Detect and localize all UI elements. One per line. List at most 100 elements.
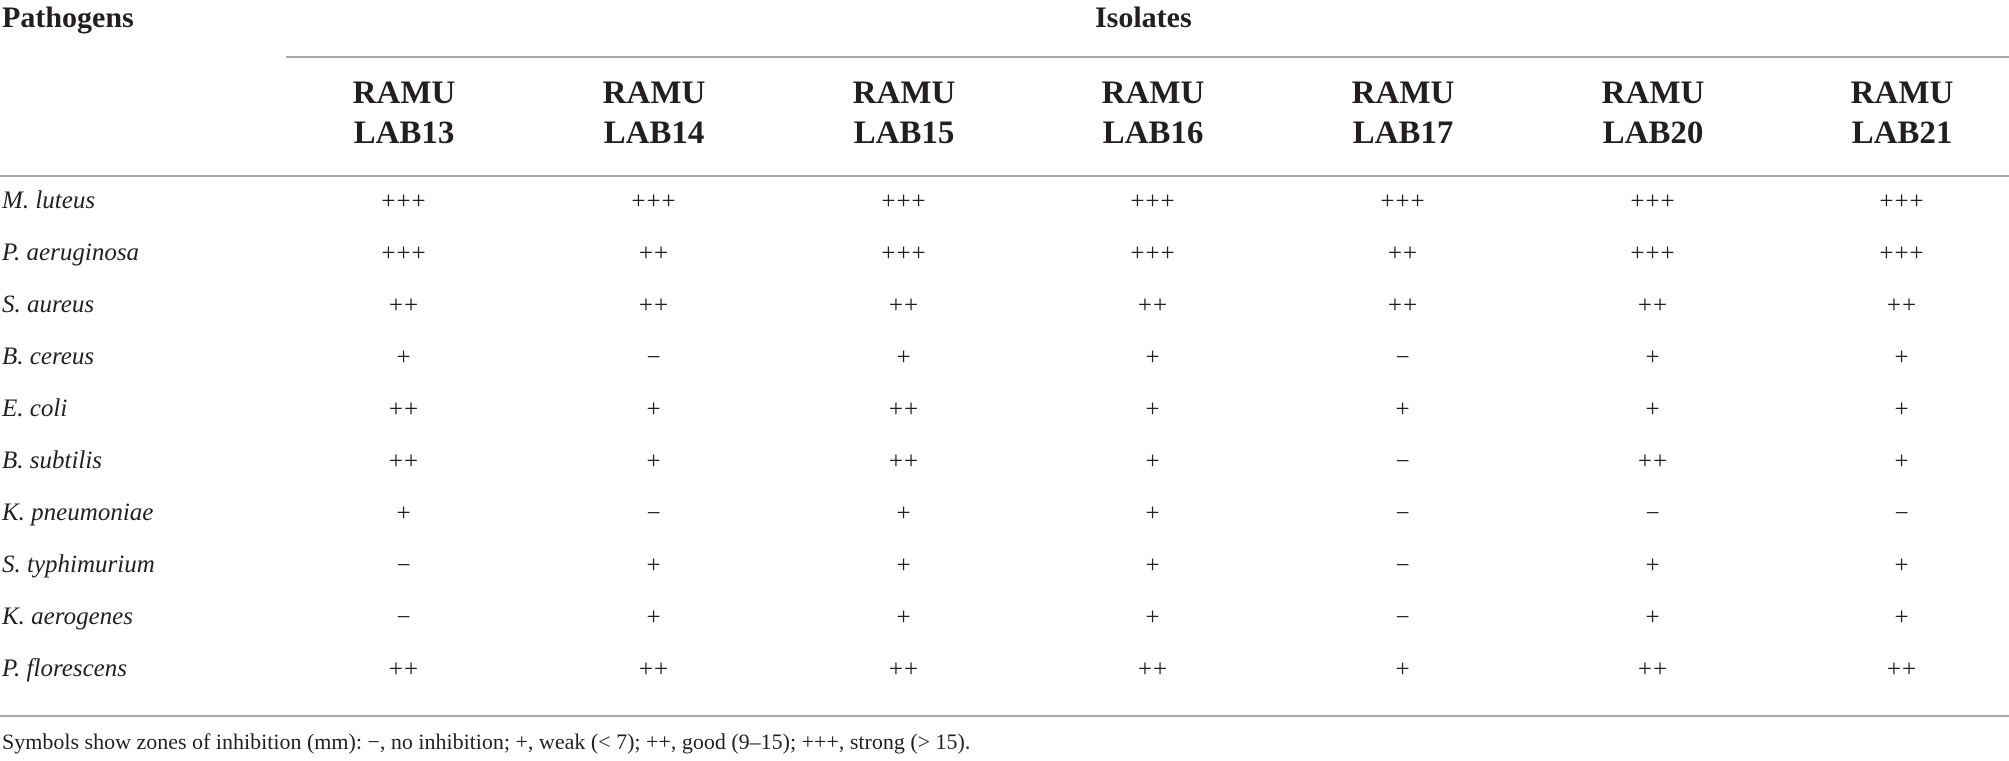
inhibition-cell: ++ <box>638 240 670 267</box>
column-header-line2: LAB21 <box>1851 115 1953 151</box>
pathogens-header: Pathogens <box>2 1 134 34</box>
inhibition-cell: ++ <box>888 396 920 423</box>
inhibition-cell: ++ <box>388 396 420 423</box>
column-header-line1: RAMU <box>1601 75 1705 111</box>
inhibition-cell: +++ <box>381 240 427 267</box>
column-header: RAMU LAB20 <box>1543 73 1763 153</box>
inhibition-cell: +++ <box>1630 188 1676 215</box>
inhibition-cell: + <box>646 552 662 579</box>
column-header-line1: RAMU <box>602 75 706 111</box>
column-header-line1: RAMU <box>352 75 456 111</box>
inhibition-cell: ++ <box>1137 656 1169 683</box>
inhibition-cell: ++ <box>1637 448 1669 475</box>
column-header: RAMU LAB13 <box>294 73 514 153</box>
inhibition-cell: − <box>1645 500 1661 527</box>
inhibition-cell: ++ <box>888 448 920 475</box>
inhibition-cell: + <box>1894 396 1910 423</box>
inhibition-cell: − <box>396 552 412 579</box>
inhibition-cell: + <box>396 344 412 371</box>
inhibition-cell: + <box>1894 552 1910 579</box>
table-row: P. florescens ++ ++ ++ ++ + ++ ++ <box>0 648 2009 700</box>
column-header: RAMU LAB16 <box>1043 73 1263 153</box>
inhibition-cell: + <box>896 552 912 579</box>
table-row: S. typhimurium − + + + − + + <box>0 544 2009 596</box>
inhibition-cell: ++ <box>1637 656 1669 683</box>
column-header-line2: LAB17 <box>1352 115 1454 151</box>
table-row: K. aerogenes − + + + − + + <box>0 596 2009 648</box>
inhibition-cell: +++ <box>1380 188 1426 215</box>
inhibition-cell: − <box>1395 448 1411 475</box>
inhibition-cell: +++ <box>1630 240 1676 267</box>
inhibition-cell: +++ <box>1130 188 1176 215</box>
table-row: M. luteus +++ +++ +++ +++ +++ +++ +++ <box>0 180 2009 232</box>
pathogen-name: M. luteus <box>2 187 96 214</box>
inhibition-cell: ++ <box>888 292 920 319</box>
inhibition-cell: + <box>1145 396 1161 423</box>
pathogen-name: B. subtilis <box>2 447 103 474</box>
inhibition-cell: ++ <box>1387 240 1419 267</box>
inhibition-cell: + <box>1894 448 1910 475</box>
header-rule <box>0 175 2009 177</box>
inhibition-cell: + <box>1145 604 1161 631</box>
inhibition-cell: − <box>1395 604 1411 631</box>
inhibition-cell: + <box>1145 500 1161 527</box>
inhibition-cell: +++ <box>1879 240 1925 267</box>
inhibition-cell: + <box>1645 552 1661 579</box>
inhibition-cell: +++ <box>381 188 427 215</box>
inhibition-cell: +++ <box>881 240 927 267</box>
column-header-line2: LAB15 <box>853 115 955 151</box>
inhibition-cell: + <box>1894 604 1910 631</box>
inhibition-cell: ++ <box>388 448 420 475</box>
inhibition-cell: + <box>1395 396 1411 423</box>
table-body: M. luteus +++ +++ +++ +++ +++ +++ +++ P. aerugin… <box>0 180 2009 700</box>
table-row: P. aeruginosa +++ ++ +++ +++ ++ +++ +++ <box>0 232 2009 284</box>
inhibition-cell: + <box>1645 396 1661 423</box>
column-header-line2: LAB16 <box>1102 115 1204 151</box>
inhibition-cell: − <box>396 604 412 631</box>
column-header-line1: RAMU <box>1101 75 1205 111</box>
column-header-line2: LAB14 <box>603 115 705 151</box>
inhibition-cell: + <box>1145 448 1161 475</box>
inhibition-cell: ++ <box>638 656 670 683</box>
column-header-line1: RAMU <box>1850 75 1954 111</box>
isolates-underline <box>286 56 2009 58</box>
column-header: RAMU LAB14 <box>544 73 764 153</box>
inhibition-cell: ++ <box>888 656 920 683</box>
inhibition-cell: +++ <box>631 188 677 215</box>
inhibition-cell: + <box>646 604 662 631</box>
isolates-header: Isolates <box>1095 1 1192 34</box>
inhibition-cell: − <box>1395 500 1411 527</box>
inhibition-cell: + <box>396 500 412 527</box>
inhibition-cell: + <box>896 344 912 371</box>
table-footnote: Symbols show zones of inhibition (mm): −… <box>2 729 971 754</box>
inhibition-cell: + <box>1395 656 1411 683</box>
inhibition-cell: + <box>1894 344 1910 371</box>
inhibition-cell: − <box>1894 500 1910 527</box>
column-header-line2: LAB13 <box>353 115 455 151</box>
column-header-line1: RAMU <box>1351 75 1455 111</box>
pathogen-name: E. coli <box>2 395 68 422</box>
inhibition-cell: + <box>1645 344 1661 371</box>
pathogen-name: P. florescens <box>2 655 127 682</box>
inhibition-cell: + <box>1145 344 1161 371</box>
pathogen-name: B. cereus <box>2 343 95 370</box>
table-row: B. subtilis ++ + ++ + − ++ + <box>0 440 2009 492</box>
inhibition-cell: − <box>1395 552 1411 579</box>
inhibition-cell: +++ <box>1130 240 1176 267</box>
inhibition-cell: + <box>896 500 912 527</box>
inhibition-cell: − <box>646 344 662 371</box>
inhibition-cell: + <box>646 396 662 423</box>
pathogen-name: S. aureus <box>2 291 95 318</box>
inhibition-cell: − <box>1395 344 1411 371</box>
column-header: RAMU LAB21 <box>1792 73 2009 153</box>
inhibition-cell: ++ <box>388 656 420 683</box>
inhibition-cell: ++ <box>1886 656 1918 683</box>
inhibition-cell: ++ <box>1137 292 1169 319</box>
pathogen-name: P. aeruginosa <box>2 239 140 266</box>
inhibition-cell: + <box>896 604 912 631</box>
pathogen-name: K. pneumoniae <box>2 499 154 526</box>
column-header-line2: LAB20 <box>1602 115 1704 151</box>
inhibition-cell: + <box>646 448 662 475</box>
table-row: S. aureus ++ ++ ++ ++ ++ ++ ++ <box>0 284 2009 336</box>
inhibition-cell: + <box>1145 552 1161 579</box>
